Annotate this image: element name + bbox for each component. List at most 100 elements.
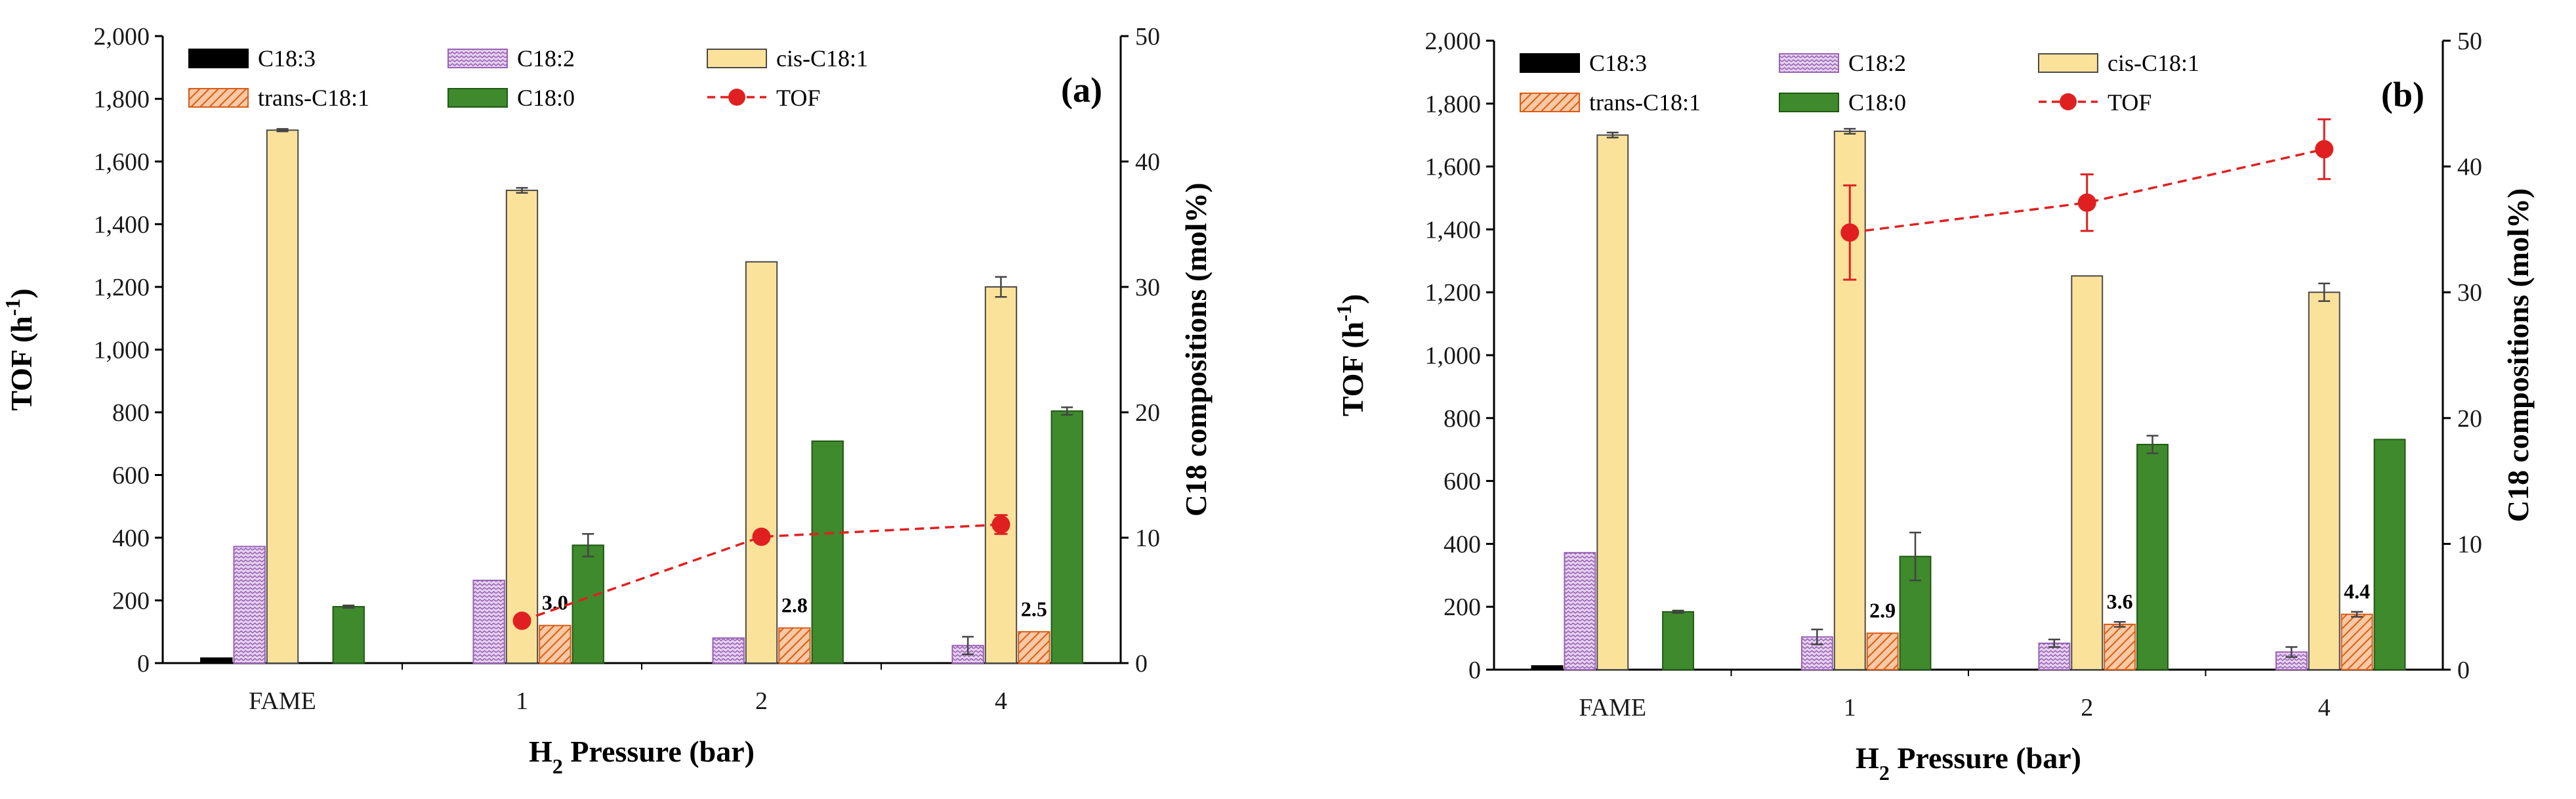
y2-tick-label: 20 (1135, 399, 1160, 427)
bar-c18-0 (571, 544, 604, 664)
y-tick-label: 1,400 (94, 211, 150, 239)
legend-swatch-c18-3 (188, 49, 249, 68)
tof-point (512, 611, 531, 630)
bar-data-label: 3.6 (2107, 590, 2133, 613)
legend-label: TOF (2108, 89, 2151, 116)
legend-swatch-c18-2 (447, 49, 508, 68)
bar-c18-0 (2136, 444, 2169, 670)
legend-swatch-cis-c18-1 (2038, 53, 2098, 73)
x-tick-label: 1 (516, 687, 528, 715)
y-tick-label: 1,200 (1425, 279, 1482, 307)
legend-label: C18:0 (517, 85, 575, 111)
y2-tick-label: 0 (1135, 650, 1148, 678)
y2-tick-label: 0 (2457, 657, 2470, 684)
tof-point (752, 527, 771, 546)
y-tick-label: 600 (112, 462, 150, 490)
y-tick-label: 1,400 (1425, 216, 1482, 244)
bar-c18-0 (332, 606, 365, 664)
bar-cis-c18-1 (745, 261, 778, 664)
tof-point (2315, 140, 2334, 159)
panel-label: (b) (2381, 75, 2424, 114)
x-tick-label: 2 (755, 687, 768, 715)
x-axis-title: H2 Pressure (bar) (529, 735, 755, 778)
y-tick-label: 200 (1444, 594, 1481, 621)
x-tick-label: FAME (1579, 694, 1646, 722)
legend-swatch-cis-c18-1 (707, 49, 767, 68)
y-tick-label: 1,000 (94, 337, 150, 364)
bar-trans-c18-1 (1866, 632, 1899, 670)
legend-label: C18:2 (1848, 50, 1906, 76)
bar-c18-0 (811, 440, 844, 664)
bar-c18-0 (1662, 611, 1694, 671)
tof-line (521, 523, 1001, 622)
y-tick-label: 200 (112, 588, 150, 615)
y-tick-label: 1,600 (94, 148, 150, 176)
bar-c18-2 (233, 546, 266, 664)
legend-swatch-c18-0 (1779, 93, 1839, 112)
bar-data-label: 3.0 (542, 591, 568, 615)
bar-c18-3 (1531, 665, 1564, 671)
y-tick-label: 400 (1444, 530, 1481, 558)
bar-cis-c18-1 (1596, 134, 1629, 670)
y2-axis-title: C18 compositions (mol%) (2501, 188, 2535, 523)
legend-marker-tof (728, 89, 745, 106)
legend-label: C18:2 (517, 45, 575, 72)
tof-line (1850, 148, 2325, 234)
y-tick-label: 0 (1468, 657, 1481, 684)
bar-trans-c18-1 (778, 627, 811, 664)
bar-data-label: 2.8 (781, 594, 808, 617)
bar-c18-2 (712, 637, 745, 664)
bar-cis-c18-1 (2308, 292, 2340, 670)
y2-axis-title: C18 compositions (mol%) (1179, 183, 1213, 517)
bar-cis-c18-1 (984, 286, 1018, 664)
legend-label: trans-C18:1 (1589, 89, 1701, 116)
bar-cis-c18-1 (2071, 275, 2104, 670)
bar-trans-c18-1 (1018, 631, 1050, 664)
chart-panel-b: 02004006008001,0001,2001,4001,6001,8002,… (1332, 28, 2535, 785)
legend-swatch-c18-2 (1779, 53, 1839, 73)
y-tick-label: 800 (112, 399, 150, 427)
y2-tick-label: 20 (2457, 405, 2482, 433)
legend-swatch-c18-3 (1520, 53, 1580, 73)
legend-label: TOF (776, 85, 820, 111)
panel-label: (a) (1061, 70, 1102, 110)
y-axis-title: TOF (h-1) (1332, 294, 1369, 416)
bar-c18-2 (2275, 651, 2308, 671)
x-tick-label: 1 (1844, 694, 1856, 722)
x-tick-label: 4 (995, 687, 1007, 715)
bar-data-label: 2.5 (1021, 597, 1047, 620)
tof-point (991, 515, 1010, 534)
legend-label: C18:3 (258, 45, 316, 72)
y-axis-title: TOF (h-1) (1, 288, 38, 410)
bar-cis-c18-1 (266, 129, 299, 664)
bar-c18-2 (1564, 551, 1596, 671)
y-tick-label: 1,200 (94, 274, 150, 301)
y2-tick-label: 50 (2457, 28, 2482, 55)
bar-data-label: 2.9 (1869, 598, 1896, 622)
legend-label: cis-C18:1 (2108, 50, 2199, 76)
y-tick-label: 800 (1444, 405, 1481, 433)
bar-c18-0 (1050, 410, 1083, 664)
y-tick-label: 2,000 (94, 23, 150, 51)
y2-tick-label: 40 (2457, 154, 2482, 181)
y2-tick-label: 40 (1135, 148, 1160, 176)
x-axis-title: H2 Pressure (bar) (1856, 741, 2081, 785)
legend-swatch-c18-0 (447, 88, 508, 108)
legend-label: C18:3 (1589, 50, 1647, 76)
bar-data-label: 4.4 (2344, 580, 2370, 603)
y2-tick-label: 30 (1135, 274, 1160, 301)
y-tick-label: 2,000 (1425, 28, 1482, 55)
y-tick-label: 1,000 (1425, 342, 1482, 370)
bar-cis-c18-1 (505, 189, 539, 664)
chart-panel-a: 02004006008001,0001,2001,4001,6001,8002,… (1, 23, 1213, 778)
legend-label: cis-C18:1 (776, 45, 868, 72)
bar-c18-3 (200, 657, 233, 664)
bar-trans-c18-1 (2104, 624, 2136, 670)
x-tick-label: 4 (2318, 694, 2331, 722)
tof-point (2077, 193, 2096, 212)
y2-tick-label: 30 (2457, 279, 2482, 307)
y-tick-label: 0 (137, 650, 150, 678)
bar-c18-2 (472, 579, 505, 664)
legend-swatch-trans-c18-1 (1520, 93, 1580, 112)
